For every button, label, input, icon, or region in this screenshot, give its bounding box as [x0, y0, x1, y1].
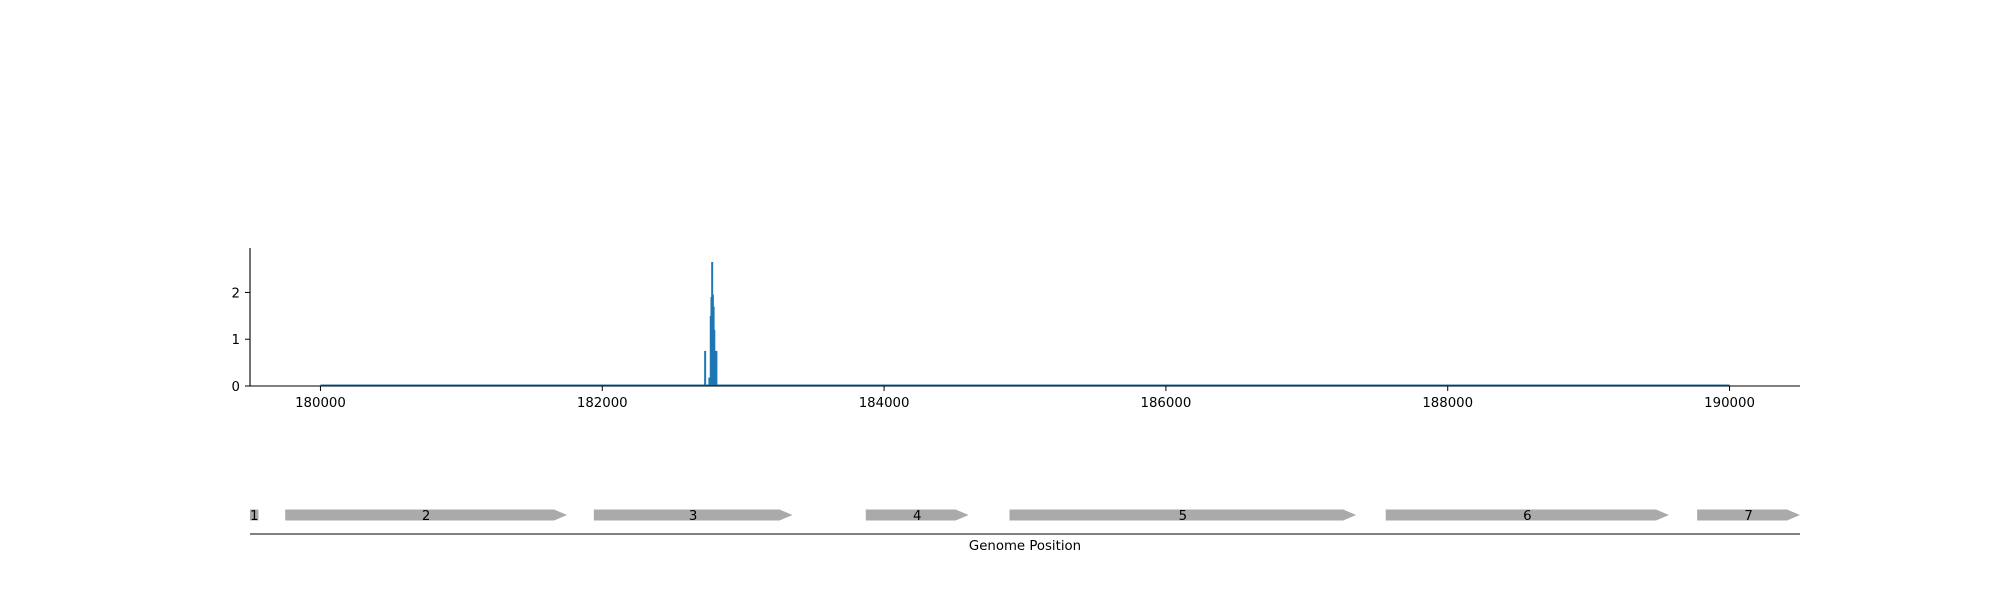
gene-track: 1 2 3 4 5 6 7 Genome Position [250, 509, 1800, 554]
x-tick-label: 184000 [859, 396, 910, 411]
gene-label-4: 4 [913, 509, 921, 524]
gene-label-2: 2 [422, 509, 430, 524]
gene-arrow-2 [285, 509, 568, 521]
gene-arrow-3 [593, 509, 793, 521]
gene-arrow-1 [250, 509, 259, 521]
gene-label-5: 5 [1179, 509, 1187, 524]
x-axis-label: Genome Position [969, 539, 1081, 554]
gene-label-7: 7 [1744, 509, 1752, 524]
gene-arrow-5 [1009, 509, 1357, 521]
y-axis-ticks: 0 1 2 [232, 286, 250, 395]
y-tick-label: 2 [232, 286, 240, 301]
coverage-plot: 0 1 2 180000 182000 184000 186000 188000 190000 [232, 248, 1800, 411]
x-axis-ticks: 180000 182000 184000 186000 188000 190000 [295, 386, 1755, 411]
x-tick-label: 186000 [1141, 396, 1192, 411]
coverage-series [320, 262, 1730, 387]
gene-label-1: 1 [250, 509, 258, 524]
gene-arrows: 1 2 3 4 5 6 7 [250, 509, 1800, 524]
gene-arrow-7 [1697, 509, 1800, 521]
x-tick-label: 180000 [295, 396, 346, 411]
x-tick-label: 182000 [577, 396, 628, 411]
gene-arrow-4 [865, 509, 969, 521]
gene-label-3: 3 [689, 509, 697, 524]
gene-arrow-6 [1385, 509, 1669, 521]
x-tick-label: 188000 [1422, 396, 1473, 411]
y-tick-label: 0 [232, 380, 240, 395]
gene-label-6: 6 [1523, 509, 1531, 524]
y-tick-label: 1 [232, 333, 240, 348]
x-tick-label: 190000 [1704, 396, 1755, 411]
